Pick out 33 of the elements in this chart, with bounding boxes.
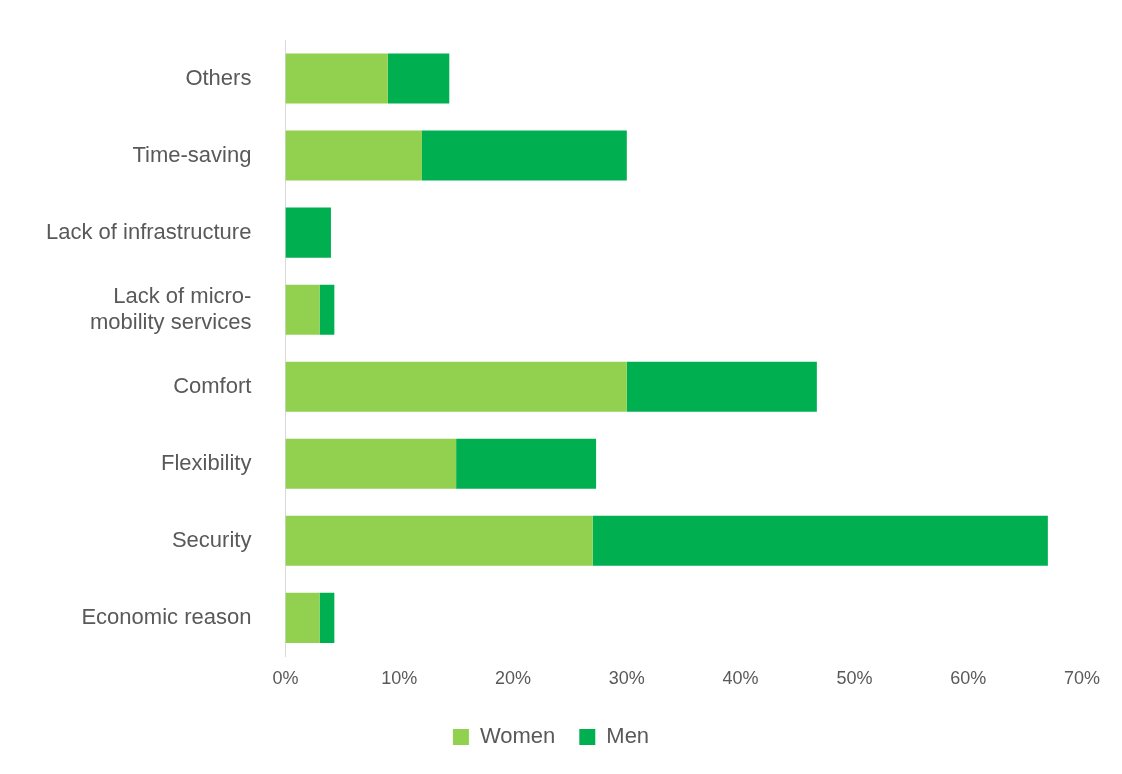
bar [285, 207, 331, 258]
bar [285, 438, 457, 489]
y-tick-label: Security [171, 526, 252, 552]
y-tick-label: Comfort [173, 372, 252, 398]
bar [285, 53, 388, 104]
y-tick-label: Lack of micro-mobility services [90, 282, 252, 334]
bar [626, 361, 817, 412]
x-tick-label: 60% [950, 668, 987, 689]
x-tick-label: 50% [836, 668, 873, 689]
x-tick-label: 0% [272, 668, 299, 689]
legend-label: Men [606, 723, 650, 749]
x-tick-label: 10% [381, 668, 418, 689]
y-tick-label: Others [185, 64, 252, 90]
x-tick-label: 20% [495, 668, 532, 689]
x-tick-label: 30% [608, 668, 645, 689]
bar [319, 284, 335, 335]
x-tick-label: 70% [1063, 668, 1101, 689]
bar [456, 438, 597, 489]
legend-label: Women [479, 723, 556, 749]
bar [285, 361, 627, 412]
bar [285, 130, 422, 181]
y-tick-label: Flexibility [160, 449, 252, 475]
y-tick-label: Economic reason [81, 603, 252, 629]
bar [319, 592, 335, 643]
x-tick-label: 40% [722, 668, 759, 689]
y-tick-label: Lack of infrastructure [45, 218, 252, 244]
y-tick-label: Time-saving [132, 141, 252, 167]
bar [285, 592, 320, 643]
bar [285, 515, 593, 566]
bar [285, 284, 320, 335]
bar [421, 130, 627, 181]
bar [592, 515, 1048, 566]
bar [387, 53, 450, 104]
